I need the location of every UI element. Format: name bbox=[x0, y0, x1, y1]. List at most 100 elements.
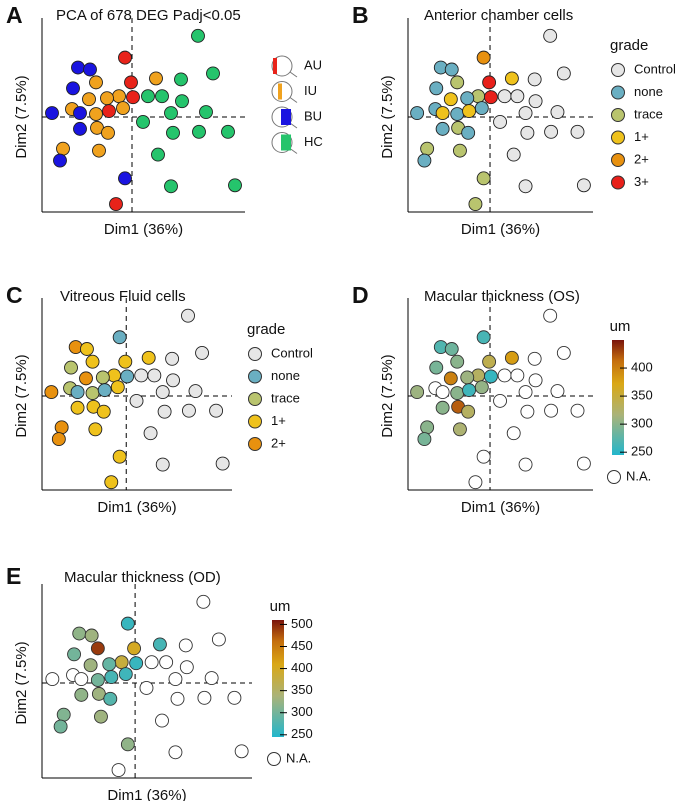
panel: B Anterior chamber cells Dim1 (36%) Dim2 (7… bbox=[352, 2, 676, 238]
point bbox=[474, 101, 489, 116]
panel-title: Macular thickness (OD) bbox=[64, 569, 221, 586]
point bbox=[460, 91, 475, 106]
colorbar-tick-label: 250 bbox=[631, 444, 653, 459]
point bbox=[83, 658, 98, 673]
panel-letter: D bbox=[352, 282, 369, 308]
point bbox=[181, 308, 195, 323]
point bbox=[570, 403, 585, 418]
legend-title: grade bbox=[610, 37, 648, 54]
colorbar-title: um bbox=[610, 318, 631, 335]
colorbar bbox=[272, 620, 284, 737]
point bbox=[116, 101, 130, 116]
legend-label: 1+ bbox=[271, 413, 286, 428]
point bbox=[528, 373, 543, 388]
point bbox=[550, 105, 565, 120]
point bbox=[482, 75, 497, 90]
point bbox=[112, 89, 126, 104]
point bbox=[188, 384, 203, 399]
point bbox=[493, 114, 507, 129]
point bbox=[118, 667, 133, 682]
point bbox=[483, 369, 498, 384]
point bbox=[195, 345, 209, 360]
panel-letter: B bbox=[352, 2, 369, 28]
point bbox=[544, 124, 559, 139]
legend-swatch bbox=[248, 347, 262, 361]
point bbox=[120, 737, 135, 752]
point bbox=[510, 89, 525, 104]
colorbar-title: um bbox=[270, 598, 291, 615]
point bbox=[157, 404, 172, 419]
point bbox=[114, 655, 129, 670]
point bbox=[504, 350, 519, 365]
point bbox=[476, 50, 491, 65]
point bbox=[118, 50, 132, 65]
point bbox=[452, 422, 467, 437]
point bbox=[450, 107, 465, 121]
point bbox=[518, 385, 533, 400]
point bbox=[64, 360, 78, 375]
point bbox=[199, 105, 213, 120]
point bbox=[155, 457, 170, 472]
point bbox=[576, 456, 591, 471]
point bbox=[493, 393, 507, 408]
legend-label: Control bbox=[634, 61, 676, 76]
point bbox=[166, 373, 180, 388]
colorbar-tick-label: 500 bbox=[291, 616, 313, 631]
point bbox=[92, 143, 106, 158]
panel-letter: A bbox=[6, 2, 23, 28]
legend-label: 1+ bbox=[634, 129, 649, 144]
legend-label: AU bbox=[304, 57, 322, 72]
point bbox=[462, 383, 477, 398]
x-axis-label: Dim1 (36%) bbox=[107, 787, 186, 801]
eye-stalk bbox=[289, 97, 298, 103]
colorbar-tick-label: 300 bbox=[631, 416, 653, 431]
legend-label: IU bbox=[304, 83, 317, 98]
point bbox=[482, 354, 497, 369]
legend-label: BU bbox=[304, 108, 322, 123]
point bbox=[83, 62, 97, 77]
point bbox=[82, 92, 96, 107]
point bbox=[204, 671, 219, 686]
point bbox=[141, 350, 156, 365]
point bbox=[544, 403, 559, 418]
point bbox=[120, 616, 135, 631]
point bbox=[166, 125, 180, 140]
point bbox=[476, 171, 491, 186]
legend-swatch bbox=[248, 369, 262, 384]
point bbox=[90, 673, 105, 687]
point bbox=[181, 403, 196, 418]
point bbox=[79, 342, 94, 356]
point bbox=[435, 106, 450, 120]
panel-title: Vitreous Fluid cells bbox=[60, 288, 186, 305]
eye-stalk bbox=[289, 148, 298, 154]
point bbox=[68, 340, 83, 354]
eye-stalk bbox=[289, 122, 298, 129]
point bbox=[70, 385, 85, 400]
point bbox=[234, 744, 249, 759]
colorbar-tick-label: 350 bbox=[631, 388, 653, 403]
point bbox=[211, 632, 226, 647]
legend-label: HC bbox=[304, 134, 323, 149]
point bbox=[104, 670, 119, 685]
point bbox=[70, 400, 85, 415]
y-axis-label: Dim2 (7.5%) bbox=[13, 354, 30, 437]
point bbox=[527, 351, 542, 366]
point bbox=[139, 680, 154, 695]
point bbox=[104, 475, 119, 490]
point bbox=[103, 691, 118, 706]
point bbox=[556, 66, 571, 81]
point bbox=[102, 104, 116, 119]
point bbox=[71, 60, 85, 75]
point bbox=[497, 89, 512, 104]
point bbox=[570, 124, 585, 139]
legend-swatch bbox=[278, 83, 282, 100]
point bbox=[192, 124, 206, 139]
legend-swatch bbox=[248, 392, 262, 406]
point bbox=[528, 94, 543, 109]
point bbox=[429, 81, 444, 96]
point bbox=[504, 71, 519, 86]
point bbox=[435, 121, 450, 136]
point bbox=[144, 655, 159, 670]
panel-title: Anterior chamber cells bbox=[424, 7, 573, 24]
